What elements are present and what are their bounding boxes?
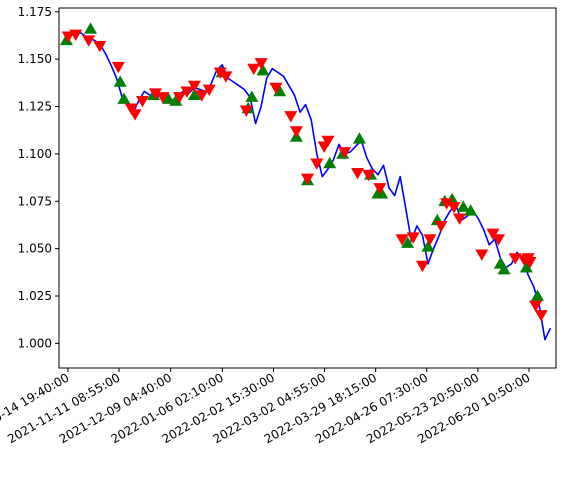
buy-marker <box>117 92 131 104</box>
sell-marker <box>453 213 467 225</box>
sell-marker <box>82 35 96 47</box>
buy-marker <box>273 84 287 97</box>
sell-marker <box>128 109 142 121</box>
y-axis: 1.000 1.025 1.050 1.075 1.100 1.125 1.150 1.175 <box>18 5 59 350</box>
sell-marker <box>247 63 261 76</box>
buy-marker <box>161 92 175 104</box>
sell-marker <box>187 80 201 93</box>
sell-marker <box>289 126 303 138</box>
sell-marker <box>195 90 209 102</box>
sell-marker <box>362 169 376 182</box>
sell-marker <box>301 173 314 186</box>
sell-marker <box>61 31 75 43</box>
sell-marker <box>321 135 335 148</box>
sell-marker <box>440 198 454 210</box>
y-tick-label: 1.050 <box>18 242 52 256</box>
buy-marker <box>169 94 183 106</box>
y-tick-label: 1.025 <box>18 289 52 303</box>
sell-marker <box>415 260 429 273</box>
sell-marker <box>180 86 194 98</box>
buy-marker <box>497 262 511 275</box>
buy-marker <box>256 64 270 76</box>
buy-marker <box>375 187 389 199</box>
sell-marker <box>269 82 283 95</box>
sell-markers-layer <box>61 29 548 322</box>
y-tick-label: 1.100 <box>18 147 52 161</box>
buy-markers-layer <box>59 22 544 301</box>
sell-marker <box>534 310 548 322</box>
buy-marker <box>84 22 98 34</box>
y-tick-label: 1.150 <box>18 52 52 66</box>
sell-marker <box>406 232 420 244</box>
sell-marker <box>434 221 448 233</box>
sell-marker <box>529 300 543 312</box>
sell-marker <box>202 84 216 96</box>
sell-marker <box>156 92 170 104</box>
y-tick-label: 1.125 <box>18 100 52 114</box>
y-tick-label: 1.000 <box>18 336 52 350</box>
buy-marker <box>464 204 478 216</box>
buy-marker <box>519 261 533 273</box>
sell-marker <box>447 202 461 214</box>
buy-marker <box>113 75 127 87</box>
sell-marker <box>69 29 83 42</box>
sell-marker <box>351 167 365 180</box>
sell-marker <box>93 41 107 53</box>
buy-marker <box>530 289 544 301</box>
sell-marker <box>111 61 125 74</box>
buy-marker <box>245 90 259 102</box>
sell-marker <box>284 111 298 123</box>
sell-marker <box>254 58 268 70</box>
sell-marker <box>523 257 537 269</box>
buy-marker <box>323 156 337 169</box>
sell-marker <box>508 253 522 265</box>
sell-marker <box>219 71 233 83</box>
buy-marker <box>456 200 470 212</box>
buy-marker <box>187 88 201 101</box>
sell-marker <box>395 234 409 246</box>
y-tick-label: 1.075 <box>18 194 52 208</box>
plot-frame <box>58 7 557 369</box>
sell-marker <box>338 147 352 159</box>
sell-marker <box>310 158 324 170</box>
y-tick-label: 1.175 <box>18 5 52 19</box>
buy-marker <box>421 240 435 252</box>
sell-marker <box>373 183 387 195</box>
buy-marker <box>401 236 415 248</box>
sell-marker <box>148 88 162 100</box>
buy-marker <box>352 132 366 144</box>
sell-marker <box>213 67 227 79</box>
sell-marker <box>135 95 149 108</box>
sell-marker <box>173 92 187 104</box>
sell-marker <box>492 234 506 246</box>
sell-marker <box>475 249 489 261</box>
sell-marker <box>423 234 437 246</box>
sell-marker <box>239 105 253 117</box>
